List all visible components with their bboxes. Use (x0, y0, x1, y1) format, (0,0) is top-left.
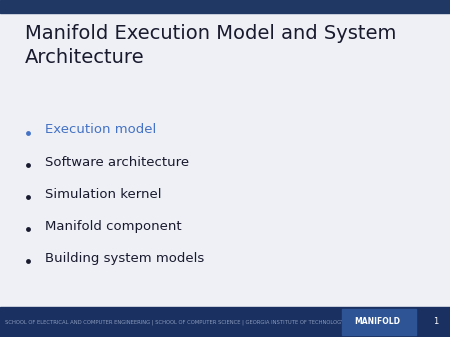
Text: Software architecture: Software architecture (45, 155, 189, 168)
Bar (342, 309, 416, 335)
Text: SCHOOL OF ELECTRICAL AND COMPUTER ENGINEERING | SCHOOL OF COMPUTER SCIENCE | GEO: SCHOOL OF ELECTRICAL AND COMPUTER ENGINE… (5, 319, 345, 325)
Text: Manifold Execution Model and System
Architecture: Manifold Execution Model and System Arch… (25, 24, 396, 67)
Bar (0, 0, 450, 13)
Text: MANIFOLD: MANIFOLD (355, 317, 400, 326)
Bar (0, 307, 450, 337)
Text: Execution model: Execution model (45, 123, 156, 136)
Text: Simulation kernel: Simulation kernel (45, 187, 162, 201)
Text: Manifold component: Manifold component (45, 219, 182, 233)
Text: Building system models: Building system models (45, 251, 204, 265)
Text: 1: 1 (433, 317, 439, 326)
